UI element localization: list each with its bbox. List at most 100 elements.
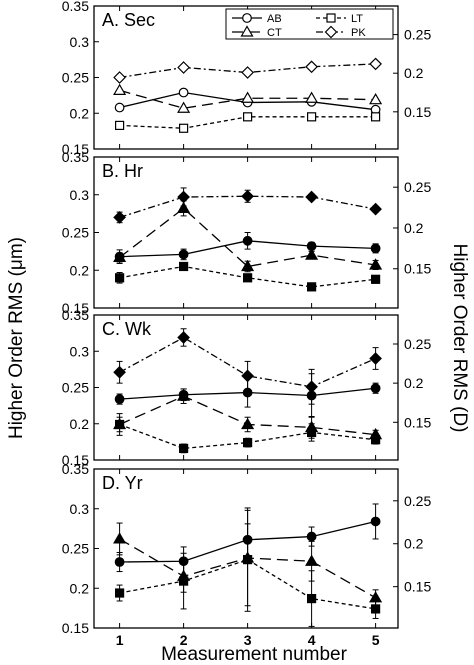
series-ct xyxy=(113,83,383,113)
data-point xyxy=(370,516,381,527)
y-tick-label-right: 0.15 xyxy=(404,414,431,430)
data-point xyxy=(243,273,253,283)
y-tick-label-left: 0.2 xyxy=(70,580,90,596)
data-point xyxy=(114,557,125,567)
y-tick-label-left: 0.25 xyxy=(62,541,89,557)
data-point xyxy=(113,250,127,263)
y-tick-label-right: 0.15 xyxy=(404,104,431,120)
data-point xyxy=(178,87,189,98)
x-tick-label: 5 xyxy=(372,632,380,648)
legend-label: PK xyxy=(351,27,366,39)
y-tick-label-right: 0.25 xyxy=(404,336,431,352)
legend-marker xyxy=(242,13,252,23)
series-pk xyxy=(113,187,382,224)
data-point xyxy=(243,555,253,565)
y-tick-label-left: 0.25 xyxy=(62,225,89,241)
data-point xyxy=(371,604,381,614)
series-line xyxy=(119,63,376,79)
data-point xyxy=(177,61,190,74)
data-point xyxy=(307,427,317,438)
data-point xyxy=(305,554,319,566)
legend-marker xyxy=(240,25,254,37)
y-tick-label-right: 0.2 xyxy=(404,536,424,552)
y-tick-label-left: 0.15 xyxy=(62,300,89,316)
data-point xyxy=(241,91,255,103)
y-tick-label-right: 0.2 xyxy=(404,65,424,81)
x-tick-label: 2 xyxy=(180,632,188,648)
y-axis-label-left: Higher Order RMS (μm) xyxy=(6,237,27,439)
data-point xyxy=(307,112,317,122)
y-axis-label-right: Higher Order RMS (D) xyxy=(449,244,470,433)
y-tick-label-left: 0.35 xyxy=(62,149,89,165)
data-point xyxy=(305,190,318,204)
data-point xyxy=(241,417,255,430)
data-point xyxy=(370,243,381,254)
legend-label: AB xyxy=(267,13,282,25)
data-point xyxy=(305,248,319,260)
series-lt xyxy=(114,112,381,133)
series-line xyxy=(119,207,376,268)
data-point xyxy=(369,352,382,365)
y-tick-label-right: 0.15 xyxy=(404,579,431,595)
data-point xyxy=(177,101,191,113)
data-point xyxy=(179,261,189,272)
y-tick-label-left: 0.15 xyxy=(62,452,89,468)
series-line xyxy=(119,336,376,388)
data-point xyxy=(241,189,254,203)
y-tick-label-right: 0.15 xyxy=(404,261,431,277)
legend-box xyxy=(225,8,394,40)
legend-marker xyxy=(324,25,338,39)
data-point xyxy=(369,57,382,71)
data-point xyxy=(241,66,254,79)
data-point xyxy=(179,443,189,453)
y-tick-label-right: 0.25 xyxy=(404,27,431,43)
y-tick-label-left: 0.35 xyxy=(62,307,89,323)
series-ab xyxy=(114,232,381,264)
data-point xyxy=(178,249,189,260)
panel-title: B. Hr xyxy=(102,161,143,181)
legend-label: LT xyxy=(351,13,363,25)
data-point xyxy=(179,123,189,133)
data-point xyxy=(305,380,318,394)
y-tick-label-left: 0.3 xyxy=(70,34,90,50)
legend-marker xyxy=(326,13,336,23)
data-point xyxy=(371,274,381,284)
panel-4: 0.15 0.2 0.25 0.3 0.35 0.15 0.2 0.25 1 2 3 4 5 D. Yr xyxy=(62,461,432,648)
y-tick-label-left: 0.25 xyxy=(62,380,89,396)
series-lt xyxy=(114,507,381,627)
data-point xyxy=(113,365,126,379)
data-point xyxy=(114,394,125,405)
data-point xyxy=(307,282,317,292)
y-tick-label-left: 0.15 xyxy=(62,141,89,157)
data-point xyxy=(177,190,190,204)
data-point xyxy=(243,438,253,448)
panels: 0.150.20.250.30.350.150.20.25A. Sec AB LTC… xyxy=(62,0,432,648)
y-tick-label-left: 0.35 xyxy=(62,0,89,14)
y-tick-label-right: 0.2 xyxy=(404,220,424,236)
data-point xyxy=(371,435,381,445)
data-point xyxy=(305,91,319,103)
y-tick-label-left: 0.3 xyxy=(70,343,90,359)
y-tick-label-left: 0.2 xyxy=(70,105,90,121)
series-pk xyxy=(113,328,382,405)
y-tick-label-left: 0.15 xyxy=(62,620,89,636)
data-point xyxy=(113,71,126,84)
data-point xyxy=(177,331,190,344)
data-point xyxy=(114,102,125,113)
data-point xyxy=(243,112,253,122)
series-pk xyxy=(113,57,382,84)
series-ct xyxy=(113,200,383,273)
x-tick-label: 1 xyxy=(116,632,124,648)
data-point xyxy=(369,92,383,105)
data-point xyxy=(113,532,127,544)
panel-3: 0.15 0.2 0.25 0.3 0.35 0.15 0.2 0.25 C. Wk xyxy=(62,307,432,468)
y-tick-label-left: 0.3 xyxy=(70,187,90,203)
data-point xyxy=(369,202,382,216)
series-line xyxy=(119,423,376,450)
x-axis-label: Measurement number xyxy=(161,644,348,665)
data-point xyxy=(241,259,255,272)
y-tick-label-right: 0.25 xyxy=(404,493,431,509)
data-point xyxy=(242,235,253,246)
data-point xyxy=(305,60,318,74)
